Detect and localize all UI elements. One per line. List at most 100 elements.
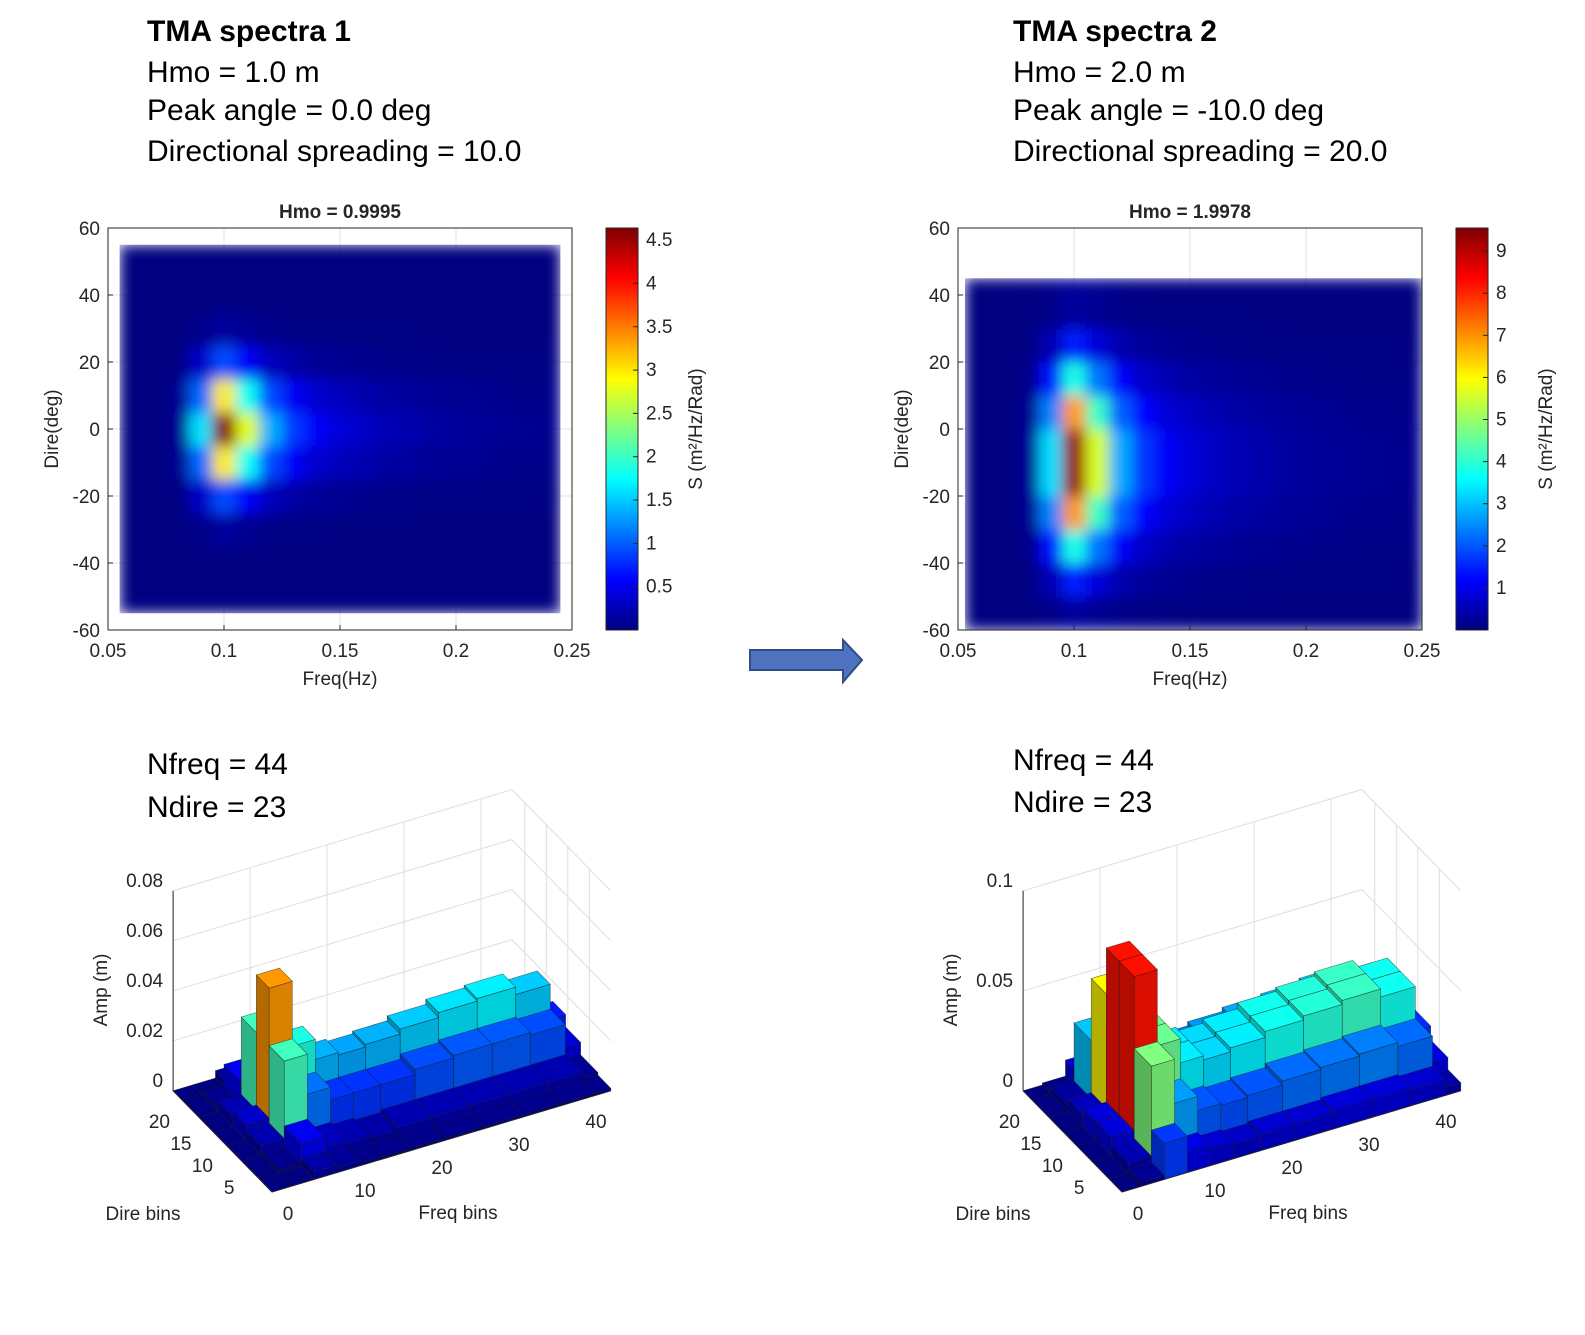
heatmap-cell [514, 479, 538, 514]
heatmap-cell [444, 445, 469, 480]
axis-line [172, 1090, 273, 1193]
heatmap-cell [119, 412, 144, 447]
bar-top [255, 967, 293, 989]
heatmap-cell [398, 244, 422, 279]
heatmap-cell [282, 512, 306, 547]
heatmap-cell [189, 412, 213, 447]
heatmap-cell [490, 311, 515, 346]
x-tick-label: 0.15 [322, 641, 359, 662]
heatmap-cell [1016, 278, 1040, 329]
heatmap-cell [467, 345, 492, 380]
heatmap-cell [964, 462, 994, 497]
heading: TMA spectra 1 [147, 15, 351, 48]
heatmap-cell [1271, 563, 1295, 597]
heatmap-cell [467, 378, 492, 413]
heatmap-cell [1248, 563, 1272, 597]
heatmap-cell [1039, 362, 1063, 396]
heatmap-image [119, 244, 561, 614]
heatmap-cell [1132, 529, 1156, 564]
y-tick-label: 60 [929, 219, 950, 240]
heatmap-cell [1155, 563, 1179, 597]
y-tick-label: 40 [79, 286, 100, 307]
x-tick-label: 0.15 [1172, 641, 1209, 662]
heatmap-cell [398, 311, 422, 346]
colorbar [605, 227, 639, 631]
heatmap-cell [1317, 429, 1342, 463]
heatmap-cell [1248, 278, 1272, 329]
heatmap-cell [398, 278, 422, 313]
heatmap-cell [1340, 462, 1365, 497]
heatmap-cell [444, 244, 469, 279]
colorbar-tick-label: 6 [1496, 367, 1507, 388]
heatmap-cell [1132, 563, 1156, 597]
heatmap-cell [1201, 496, 1226, 530]
heatmap-cell [1108, 496, 1133, 530]
y-tick-label: -40 [73, 554, 100, 575]
heatmap-cell [964, 278, 994, 329]
heatmap-cell [1317, 328, 1342, 363]
heatmap-cell [537, 345, 561, 380]
heatmap-cell [1178, 496, 1203, 530]
heatmap-cell [305, 412, 329, 447]
heatmap-cell [1178, 429, 1203, 463]
heatmap-cell [1224, 529, 1249, 564]
heatmap-cell [119, 445, 144, 480]
heatmap-cell [1271, 278, 1295, 329]
y-axis-label: Dire bins [106, 1204, 181, 1225]
bar-top [260, 1145, 303, 1171]
grid-line [511, 789, 612, 892]
x-tick-label: 0.05 [940, 641, 977, 662]
heatmap-cell [258, 345, 283, 380]
heatmap-cell [1108, 328, 1133, 363]
heatmap-cell [490, 479, 515, 514]
heatmap-cell [189, 345, 213, 380]
z-tick-label: 0.06 [126, 921, 163, 942]
colorbar-tick-label: 3 [1496, 494, 1507, 515]
heatmap-cell [1387, 462, 1423, 497]
heatmap-cell [1132, 278, 1156, 329]
heatmap-cell [467, 412, 492, 447]
heatmap-cell [1201, 395, 1226, 430]
heatmap-cell [282, 579, 306, 614]
heatmap-cell [1248, 429, 1272, 463]
heatmap-cell [212, 244, 237, 279]
colorbar-tick-label: 4 [1496, 452, 1507, 473]
heatmap-cell [467, 512, 492, 547]
heatmap-cell [1132, 328, 1156, 363]
heatmap-cell [142, 244, 167, 279]
heatmap-cell [1271, 429, 1295, 463]
z-tick-label: 0 [1003, 1071, 1014, 1092]
heatmap-cell [398, 412, 422, 447]
y-tick-label: 10 [1042, 1156, 1063, 1177]
heatmap-cell [490, 512, 515, 547]
heatmap-cell [490, 244, 515, 279]
heatmap-cell [992, 429, 1017, 463]
bar-top [1249, 1004, 1305, 1032]
heatmap-cell [166, 445, 190, 480]
heatmap-cell [1387, 362, 1423, 396]
heatmap-cell [351, 244, 376, 279]
heatmap-cell [235, 311, 260, 346]
heatmap-cell [258, 445, 283, 480]
colorbar-tick-label: 1 [1496, 578, 1507, 599]
y-tick-label: -20 [923, 487, 950, 508]
heatmap-cell [166, 278, 190, 313]
heatmap-cell [282, 345, 306, 380]
heatmap-cell [1340, 328, 1365, 363]
heatmap-cell [1294, 563, 1319, 597]
z-tick-label: 0.04 [126, 971, 163, 992]
grid-line [1361, 789, 1462, 892]
heatmap-cell [305, 512, 329, 547]
heatmap-cell [537, 244, 561, 279]
heatmap-cell [1201, 462, 1226, 497]
heatmap-cell [1108, 529, 1133, 564]
heatmap-cell [992, 462, 1017, 497]
bar-top [300, 1151, 339, 1173]
heatmap-cell [142, 579, 167, 614]
heatmap-cell [1201, 563, 1226, 597]
heatmap-cell [258, 378, 283, 413]
x-tick-label: 20 [431, 1158, 452, 1179]
heatmap-cell [514, 378, 538, 413]
heatmap-cell [142, 345, 167, 380]
heatmap-cell [212, 579, 237, 614]
